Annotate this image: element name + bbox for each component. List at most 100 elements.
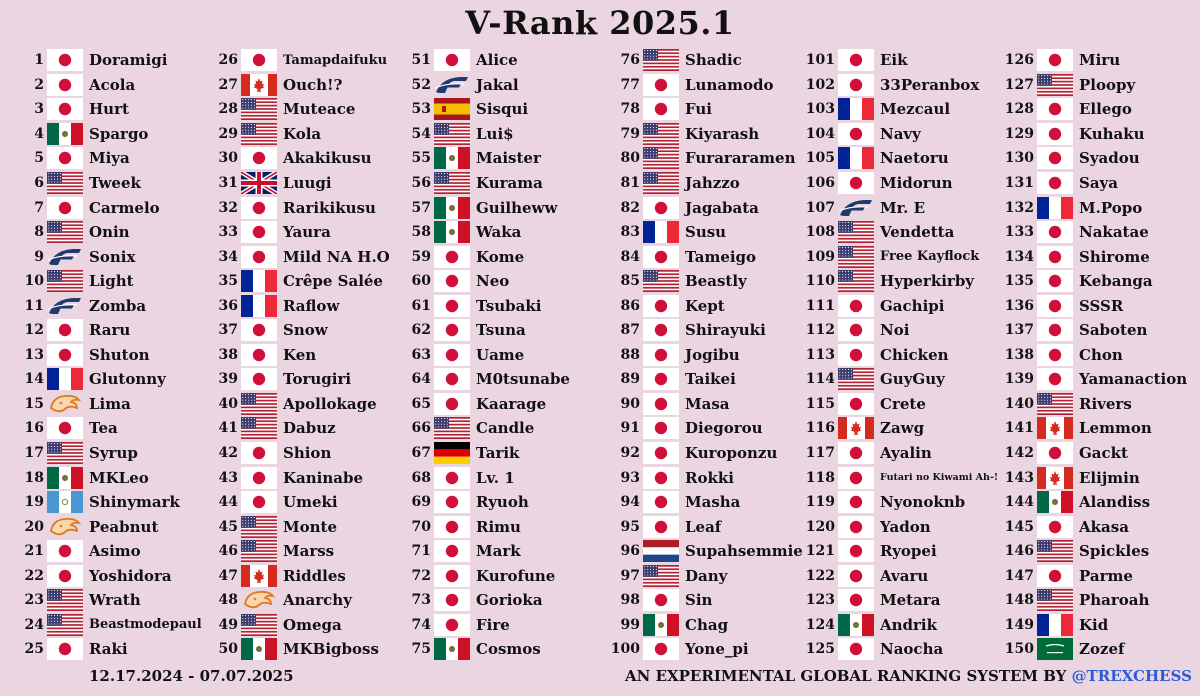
player-name: Rimu bbox=[476, 517, 521, 536]
rank-number: 37 bbox=[218, 322, 238, 339]
usa-flag-icon bbox=[838, 221, 874, 244]
player-name: Torugiri bbox=[283, 370, 352, 389]
japan-flag-icon bbox=[1037, 172, 1073, 194]
player-name: Waka bbox=[476, 223, 522, 242]
rank-entry: 146 Spickles bbox=[1004, 539, 1200, 564]
rank-number: 9 bbox=[34, 248, 44, 265]
rank-entry: 136 SSSR bbox=[1004, 293, 1200, 318]
rank-number: 68 bbox=[411, 469, 431, 486]
rank-number: 131 bbox=[1004, 175, 1034, 191]
rank-entry: 48 Anarchy bbox=[214, 588, 407, 613]
rank-entry: 62 Tsuna bbox=[407, 318, 610, 343]
rank-number: 67 bbox=[411, 445, 431, 462]
france-flag-icon bbox=[241, 294, 277, 317]
rank-number: 54 bbox=[411, 125, 431, 142]
player-name: Kome bbox=[476, 247, 525, 266]
usa-flag-icon bbox=[643, 564, 679, 587]
player-name: Acola bbox=[89, 75, 136, 94]
japan-flag-icon bbox=[643, 466, 679, 489]
rank-entry: 119 Nyonoknb bbox=[805, 490, 1004, 515]
player-name: Susu bbox=[685, 223, 727, 242]
rank-entry: 100 Yone_pi bbox=[610, 637, 805, 662]
rank-number: 24 bbox=[24, 616, 44, 633]
japan-flag-icon bbox=[434, 491, 470, 514]
japan-flag-icon bbox=[47, 564, 83, 587]
player-name: Midorun bbox=[880, 174, 953, 192]
rank-number: 74 bbox=[411, 616, 431, 633]
player-name: Tameigo bbox=[685, 247, 757, 266]
usa-flag-icon bbox=[643, 122, 679, 145]
rank-entry: 92 Kuroponzu bbox=[610, 441, 805, 466]
rank-number: 47 bbox=[218, 567, 238, 584]
rank-entry: 35 Crêpe Salée bbox=[214, 269, 407, 294]
rank-entry: 91 Diegorou bbox=[610, 416, 805, 441]
usa-flag-icon bbox=[1037, 73, 1073, 96]
player-name: Kurofune bbox=[476, 566, 556, 585]
rank-number: 127 bbox=[1004, 76, 1034, 93]
usa-flag-icon bbox=[241, 515, 277, 538]
usa-flag-icon bbox=[838, 270, 874, 293]
rank-number: 106 bbox=[805, 175, 835, 191]
rank-entry: 88 Jogibu bbox=[610, 343, 805, 368]
player-name: Sisqui bbox=[476, 100, 529, 119]
player-name: Furararamen bbox=[685, 149, 796, 168]
rank-number: 78 bbox=[620, 101, 640, 118]
player-name: Shadic bbox=[685, 51, 742, 70]
rank-entry: 56 Kurama bbox=[407, 171, 610, 196]
rank-number: 7 bbox=[34, 199, 44, 216]
rank-entry: 45 Monte bbox=[214, 514, 407, 539]
player-name: Ouch!? bbox=[283, 75, 343, 94]
author-handle-link[interactable]: @TREXCHESS bbox=[1071, 667, 1192, 685]
rank-entry: 17 Syrup bbox=[20, 441, 214, 466]
player-name: Kola bbox=[283, 124, 322, 143]
flame-team-logo-icon bbox=[47, 393, 83, 415]
usa-flag-icon bbox=[241, 417, 277, 440]
mexico-flag-icon bbox=[47, 466, 83, 489]
rank-entry: 105 Naetoru bbox=[805, 146, 1004, 171]
player-name: Tea bbox=[89, 419, 118, 438]
japan-flag-icon bbox=[1037, 368, 1073, 391]
player-name: Luugi bbox=[283, 174, 332, 192]
rank-number: 92 bbox=[620, 445, 640, 462]
rank-number: 129 bbox=[1004, 125, 1034, 142]
player-name: MKLeo bbox=[89, 468, 149, 487]
player-name: Asimo bbox=[89, 542, 141, 561]
japan-flag-icon bbox=[838, 392, 874, 415]
rank-entry: 97 Dany bbox=[610, 563, 805, 588]
rank-entry: 143 Elijmin bbox=[1004, 465, 1200, 490]
player-name: Dabuz bbox=[283, 419, 336, 438]
player-name: Riddles bbox=[283, 566, 346, 585]
usa-flag-icon bbox=[1037, 589, 1073, 612]
player-name: Crêpe Salée bbox=[283, 272, 383, 291]
rank-number: 114 bbox=[805, 371, 835, 388]
rank-number: 82 bbox=[620, 199, 640, 216]
rank-entry: 16 Tea bbox=[20, 416, 214, 441]
rank-entry: 141 Lemmon bbox=[1004, 416, 1200, 441]
japan-flag-icon bbox=[643, 515, 679, 538]
rank-number: 77 bbox=[620, 76, 640, 93]
player-name: Fire bbox=[476, 615, 510, 634]
rank-number: 90 bbox=[620, 395, 640, 412]
rank-number: 21 bbox=[24, 543, 44, 560]
rank-number: 11 bbox=[24, 297, 44, 314]
rank-entry: 131 Saya bbox=[1004, 171, 1200, 196]
japan-flag-icon bbox=[1037, 270, 1073, 293]
player-name: Shinymark bbox=[89, 493, 180, 512]
rank-entry: 4 Spargo bbox=[20, 122, 214, 147]
player-name: Yamanaction bbox=[1079, 370, 1188, 389]
player-name: Ellego bbox=[1079, 100, 1132, 119]
rank-number: 51 bbox=[411, 52, 431, 69]
rank-number: 116 bbox=[805, 420, 835, 437]
rank-entry: 104 Navy bbox=[805, 122, 1004, 147]
rank-number: 125 bbox=[805, 641, 835, 658]
japan-flag-icon bbox=[643, 343, 679, 366]
rank-number: 16 bbox=[24, 420, 44, 437]
rank-number: 102 bbox=[805, 76, 835, 93]
rank-entry: 66 Candle bbox=[407, 416, 610, 441]
rank-column: 101 Eik 102 33Peranbox 103 Mezcaul 104 Navy 105 N… bbox=[805, 48, 1004, 662]
player-name: Raflow bbox=[283, 296, 340, 315]
japan-flag-icon bbox=[47, 540, 83, 563]
rank-number: 40 bbox=[218, 395, 238, 412]
rank-entry: 38 Ken bbox=[214, 343, 407, 368]
japan-flag-icon bbox=[241, 466, 277, 489]
